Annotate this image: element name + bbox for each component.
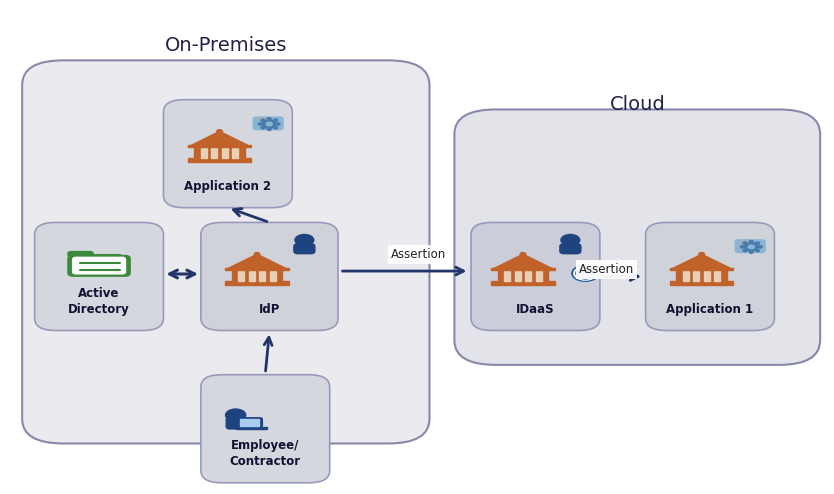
FancyBboxPatch shape <box>535 271 541 281</box>
FancyBboxPatch shape <box>226 417 247 429</box>
FancyBboxPatch shape <box>683 271 689 281</box>
FancyBboxPatch shape <box>249 271 254 281</box>
Circle shape <box>745 243 758 251</box>
Polygon shape <box>188 131 251 147</box>
Circle shape <box>756 242 760 244</box>
FancyBboxPatch shape <box>163 100 292 207</box>
FancyBboxPatch shape <box>201 375 329 483</box>
FancyBboxPatch shape <box>736 240 765 252</box>
FancyBboxPatch shape <box>294 244 315 254</box>
FancyBboxPatch shape <box>232 270 282 281</box>
Text: Cloud: Cloud <box>610 95 666 115</box>
Circle shape <box>259 123 262 125</box>
Circle shape <box>274 126 278 129</box>
FancyBboxPatch shape <box>560 244 580 254</box>
Circle shape <box>274 119 278 122</box>
Circle shape <box>576 268 595 279</box>
Text: i: i <box>584 269 586 278</box>
FancyBboxPatch shape <box>35 222 163 330</box>
FancyBboxPatch shape <box>188 145 251 147</box>
Circle shape <box>741 241 743 243</box>
Circle shape <box>744 241 747 243</box>
FancyBboxPatch shape <box>211 148 217 159</box>
Text: Assertion: Assertion <box>579 263 634 276</box>
Circle shape <box>520 252 525 256</box>
FancyBboxPatch shape <box>188 159 251 163</box>
FancyBboxPatch shape <box>704 271 710 281</box>
FancyBboxPatch shape <box>68 255 130 276</box>
Circle shape <box>267 118 271 120</box>
Circle shape <box>217 130 223 133</box>
FancyBboxPatch shape <box>259 271 265 281</box>
FancyBboxPatch shape <box>693 271 699 281</box>
FancyBboxPatch shape <box>471 222 600 330</box>
FancyBboxPatch shape <box>225 268 289 270</box>
FancyBboxPatch shape <box>715 271 721 281</box>
FancyBboxPatch shape <box>525 271 531 281</box>
FancyBboxPatch shape <box>670 268 733 270</box>
FancyBboxPatch shape <box>68 251 93 256</box>
FancyBboxPatch shape <box>269 271 275 281</box>
FancyBboxPatch shape <box>455 110 820 365</box>
Polygon shape <box>225 254 289 270</box>
Circle shape <box>262 119 265 120</box>
Circle shape <box>750 251 753 253</box>
Circle shape <box>743 249 747 251</box>
Text: Active
Directory: Active Directory <box>68 287 130 316</box>
FancyBboxPatch shape <box>194 147 245 159</box>
FancyBboxPatch shape <box>236 427 267 429</box>
FancyBboxPatch shape <box>646 222 775 330</box>
FancyBboxPatch shape <box>23 60 430 444</box>
Text: IDaaS: IDaaS <box>516 303 555 316</box>
FancyBboxPatch shape <box>225 281 289 286</box>
Circle shape <box>699 252 705 256</box>
Circle shape <box>254 252 260 256</box>
FancyBboxPatch shape <box>237 418 263 427</box>
FancyBboxPatch shape <box>201 148 207 159</box>
Text: Employee/
Contractor: Employee/ Contractor <box>229 439 301 468</box>
Polygon shape <box>670 254 733 270</box>
Circle shape <box>572 265 599 281</box>
FancyBboxPatch shape <box>239 419 259 426</box>
Circle shape <box>261 119 265 122</box>
Circle shape <box>748 241 751 243</box>
Circle shape <box>263 120 276 128</box>
Circle shape <box>295 235 314 246</box>
FancyBboxPatch shape <box>504 271 510 281</box>
FancyBboxPatch shape <box>222 148 228 159</box>
FancyBboxPatch shape <box>254 117 283 130</box>
Text: On-Premises: On-Premises <box>164 37 287 55</box>
Circle shape <box>748 245 755 248</box>
Circle shape <box>226 409 246 421</box>
FancyBboxPatch shape <box>232 148 239 159</box>
Circle shape <box>259 119 261 120</box>
FancyBboxPatch shape <box>491 268 555 270</box>
Text: IdP: IdP <box>259 303 280 316</box>
Circle shape <box>756 249 760 251</box>
FancyBboxPatch shape <box>238 271 244 281</box>
Text: Application 1: Application 1 <box>666 303 754 316</box>
Text: Application 2: Application 2 <box>184 180 271 193</box>
FancyBboxPatch shape <box>498 270 548 281</box>
Circle shape <box>743 242 747 244</box>
Circle shape <box>266 119 269 120</box>
Circle shape <box>561 235 580 246</box>
Circle shape <box>574 267 597 280</box>
Circle shape <box>741 246 745 248</box>
Circle shape <box>266 122 272 126</box>
FancyBboxPatch shape <box>670 281 733 286</box>
Text: Assertion: Assertion <box>391 248 446 261</box>
FancyBboxPatch shape <box>515 271 520 281</box>
FancyBboxPatch shape <box>73 257 125 274</box>
FancyBboxPatch shape <box>201 222 338 330</box>
Circle shape <box>276 123 280 125</box>
Circle shape <box>758 246 762 248</box>
Circle shape <box>750 241 753 243</box>
Circle shape <box>267 128 271 130</box>
Circle shape <box>261 126 265 129</box>
FancyBboxPatch shape <box>676 270 727 281</box>
FancyBboxPatch shape <box>491 281 555 286</box>
Polygon shape <box>491 254 555 270</box>
